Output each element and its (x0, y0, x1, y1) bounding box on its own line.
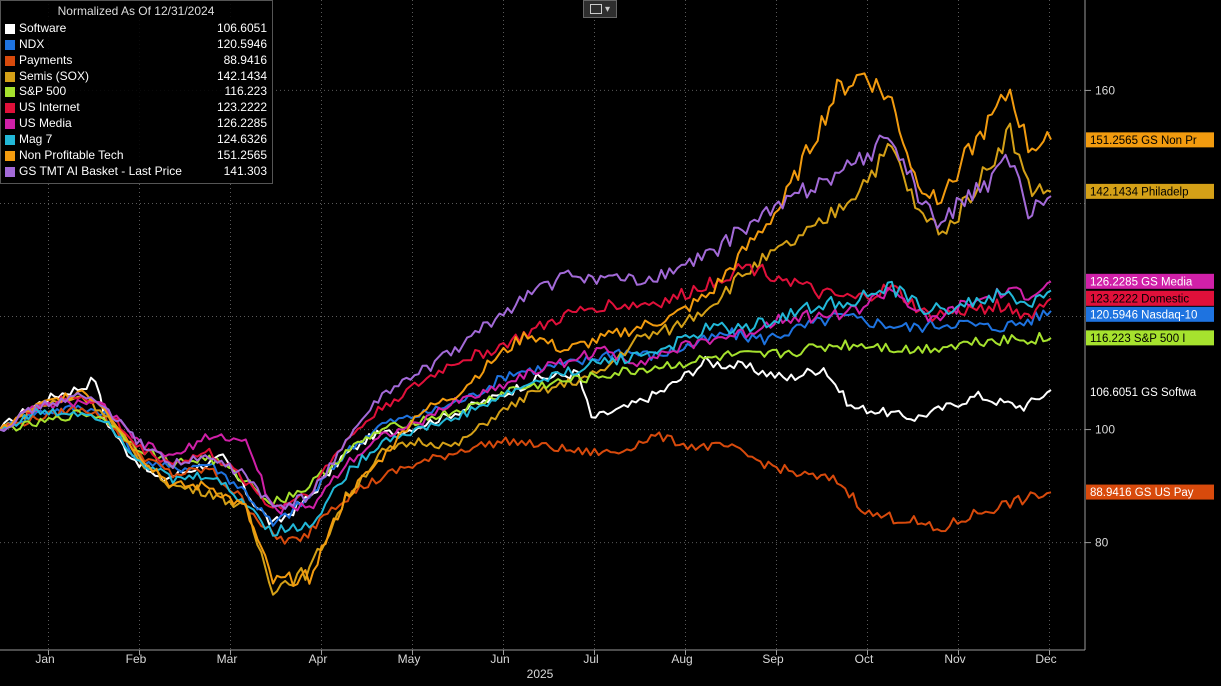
legend-swatch (5, 55, 15, 66)
y-axis-ticks: 80 100 160 (1085, 83, 1115, 550)
tag-label: 106.6051 GS Softwa (1090, 387, 1197, 399)
last-value-tag: 151.2565 GS Non Pr (1086, 132, 1214, 148)
legend-swatch (5, 23, 15, 34)
series-line (0, 134, 1052, 510)
legend-series-value: 126.2285 (216, 116, 267, 131)
legend-item: S&P 500 116.223 (5, 84, 267, 100)
x-tick-label: Mar (217, 652, 238, 666)
series-lines (0, 72, 1052, 596)
y-tick-label: 80 (1095, 536, 1109, 550)
legend-item: Non Profitable Tech 151.2565 (5, 148, 267, 164)
chevron-down-icon: ▾ (604, 3, 611, 15)
legend-series-value: 124.6326 (216, 132, 267, 147)
series-line (0, 280, 1052, 515)
tag-label: 123.2222 Domestic (1090, 293, 1189, 305)
y-tick-label: 160 (1095, 83, 1115, 97)
legend-series-value: 141.303 (223, 163, 267, 178)
x-tick-label: Jul (583, 652, 598, 666)
tag-label: 116.223 S&P 500 I (1090, 333, 1186, 345)
legend-series-name: S&P 500 (19, 84, 67, 99)
legend-swatch (5, 150, 15, 161)
x-axis-ticks: Jan Feb Mar Apr May Jun Jul Aug Sep Oct Nov Dec (35, 650, 1057, 666)
legend-series-value: 142.1434 (216, 68, 267, 83)
tag-background (1086, 306, 1214, 322)
legend-swatch (5, 39, 15, 50)
x-tick-label: Apr (309, 652, 328, 666)
series-line (0, 72, 1052, 587)
legend-swatch (5, 166, 15, 177)
legend-series-name: NDX (19, 36, 45, 51)
last-value-tag: 106.6051 GS Softwa (1086, 384, 1214, 400)
legend-item: US Media 126.2285 (5, 116, 267, 132)
last-value-tag: 88.9416 GS US Pay (1086, 484, 1214, 500)
legend-series-name: Software (19, 20, 67, 35)
series-line (0, 280, 1052, 537)
legend-title: Normalized As Of 12/31/2024 (57, 4, 215, 18)
legend-swatch (5, 119, 15, 130)
y-tick-label: 100 (1095, 423, 1115, 437)
tag-background (1086, 330, 1214, 346)
legend-series-name: Non Profitable Tech (19, 148, 124, 163)
legend-series-name: US Media (19, 116, 72, 131)
legend-series-value: 120.5946 (216, 36, 267, 51)
legend: Normalized As Of 12/31/2024 Software 106.… (0, 0, 273, 184)
chart-type-button[interactable]: ▾ (583, 0, 617, 18)
last-value-tag: 126.2285 GS Media (1086, 273, 1214, 289)
legend-series-name: GS TMT AI Basket - Last Price (19, 163, 182, 178)
last-value-tags: 151.2565 GS Non Pr 142.1434 Philadelp 126.… (1086, 132, 1214, 500)
line-chart-icon (589, 4, 602, 14)
tag-label: 142.1434 Philadelp (1090, 186, 1188, 198)
legend-series-name: Semis (SOX) (19, 68, 90, 83)
axes (0, 0, 1086, 651)
tag-background (1086, 290, 1214, 306)
tag-background (1086, 273, 1214, 289)
tag-label: 151.2565 GS Non Pr (1090, 135, 1197, 147)
x-tick-label: Aug (671, 652, 692, 666)
tag-background (1086, 484, 1214, 500)
last-value-tag: 116.223 S&P 500 I (1086, 330, 1214, 346)
x-tick-label: Feb (126, 652, 147, 666)
legend-item: Payments 88.9416 (5, 53, 267, 69)
legend-swatch (5, 87, 15, 98)
tag-background (1086, 132, 1214, 148)
legend-item: Mag 7 124.6326 (5, 132, 267, 148)
legend-series-value: 151.2565 (216, 148, 267, 163)
legend-series-value: 123.2222 (216, 100, 267, 115)
x-tick-label: Sep (762, 652, 784, 666)
tag-label: 88.9416 GS US Pay (1090, 487, 1194, 499)
last-value-tag: 120.5946 Nasdaq-10 (1086, 306, 1214, 322)
x-tick-label: Oct (855, 652, 874, 666)
legend-item: Software 106.6051 (5, 21, 267, 37)
tag-label: 120.5946 Nasdaq-10 (1090, 309, 1197, 321)
last-value-tag: 123.2222 Domestic (1086, 290, 1214, 306)
legend-item: Semis (SOX) 142.1434 (5, 69, 267, 85)
series-line (0, 405, 1052, 545)
legend-item: NDX 120.5946 (5, 37, 267, 53)
legend-item: US Internet 123.2222 (5, 100, 267, 116)
x-tick-label: Jan (35, 652, 54, 666)
tag-background (1086, 183, 1214, 199)
x-tick-label: May (398, 652, 421, 666)
legend-swatch (5, 71, 15, 82)
last-value-tag: 142.1434 Philadelp (1086, 183, 1214, 199)
tag-background (1086, 384, 1214, 400)
x-axis-year-label: 2025 (527, 667, 554, 681)
legend-series-value: 106.6051 (216, 20, 267, 35)
legend-item: GS TMT AI Basket - Last Price 141.303 (5, 164, 267, 180)
tag-label: 126.2285 GS Media (1090, 276, 1193, 288)
legend-rows: Software 106.6051 NDX 120.5946 Payments 88.94… (5, 21, 267, 180)
series-line (0, 122, 1052, 596)
legend-swatch (5, 135, 15, 146)
x-tick-label: Dec (1035, 652, 1056, 666)
legend-series-name: Mag 7 (19, 132, 53, 147)
legend-series-name: Payments (19, 52, 73, 67)
legend-series-value: 88.9416 (223, 52, 267, 67)
legend-series-value: 116.223 (224, 84, 268, 99)
legend-swatch (5, 103, 15, 114)
legend-series-name: US Internet (19, 100, 80, 115)
x-tick-label: Jun (490, 652, 509, 666)
x-tick-label: Nov (944, 652, 965, 666)
